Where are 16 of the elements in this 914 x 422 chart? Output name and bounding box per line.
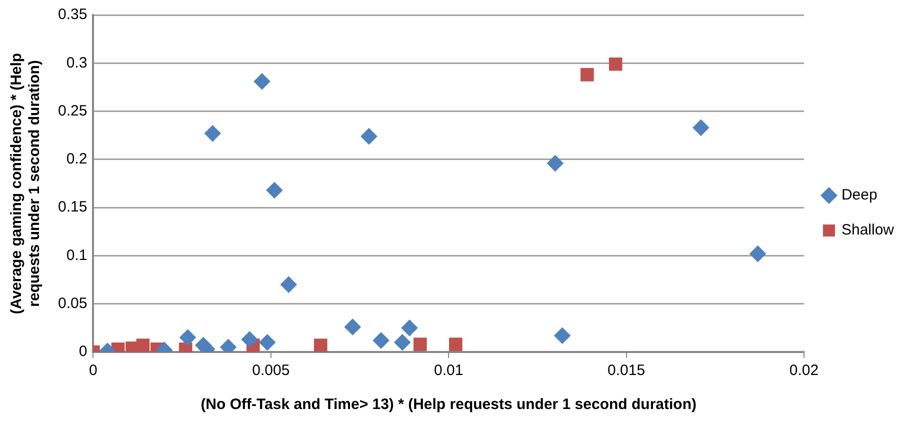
x-tick-label: 0.01 [434, 362, 464, 380]
legend-label: Deep [841, 186, 878, 204]
y-tick-label: 0.35 [58, 6, 88, 24]
y-tick-label: 0.1 [66, 246, 88, 264]
x-tick-label: 0.015 [608, 362, 646, 380]
y-tick-label: 0 [78, 343, 88, 360]
x-tick-label: 0.02 [789, 362, 819, 380]
y-tick-label: 0.25 [58, 102, 88, 120]
y-axis-title: (Average gaming confidence) * (Help requests under 1 second duration) [8, 52, 44, 314]
y-tick-label: 0.2 [66, 150, 88, 168]
y-tick-label: 0.3 [66, 54, 88, 72]
y-tick-label: 0.05 [58, 295, 88, 312]
x-tick-label: 0.005 [252, 362, 290, 380]
x-axis-title: (No Off-Task and Time> 13) * (Help requests under 1 second duration) [200, 396, 696, 414]
y-tick-label: 0.15 [58, 198, 88, 216]
legend-label: Shallow [841, 222, 894, 239]
